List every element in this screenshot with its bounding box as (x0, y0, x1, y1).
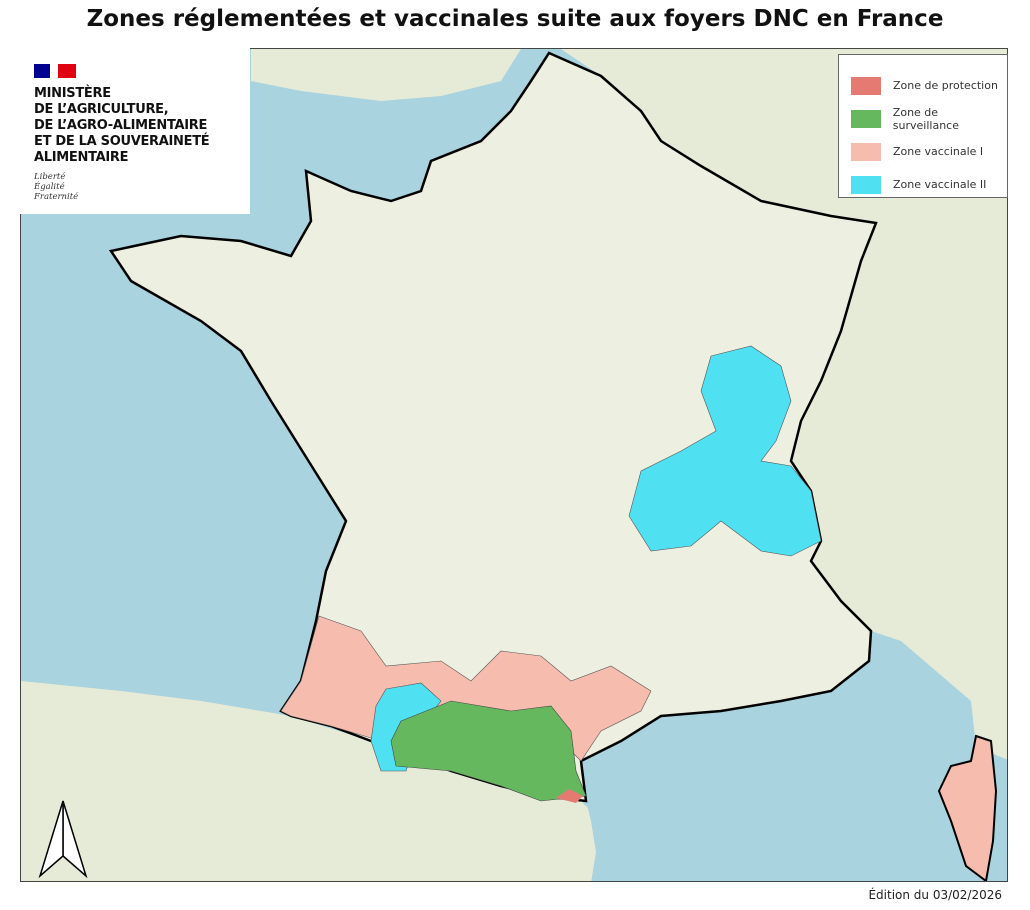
motto-line: Liberté (34, 172, 66, 182)
french-flag-icon (34, 64, 76, 78)
motto-line: Égalité (34, 182, 65, 192)
motto-line: Fraternité (34, 192, 79, 202)
edition-date: Édition du 03/02/2026 (868, 888, 1002, 902)
north-arrow-icon (38, 800, 88, 879)
ministry-line: DE L’AGRICULTURE, (34, 102, 169, 117)
motto: Liberté Égalité Fraternité (34, 172, 250, 202)
zone-protection[interactable] (556, 789, 583, 803)
legend-swatch (851, 142, 881, 161)
legend-swatch (851, 175, 881, 194)
neighbor-land-east (561, 49, 1007, 881)
mediterranean (581, 666, 1007, 881)
legend-item-surveillance: Zone de surveillance (851, 102, 1007, 135)
map-canvas[interactable] (20, 48, 1008, 882)
legend-item-protection: Zone de protection (851, 69, 1007, 102)
ministry-line: ET DE LA SOUVERAINETÉ (34, 134, 210, 149)
legend-label: Zone vaccinale I (893, 145, 984, 158)
spain-land (21, 681, 601, 881)
corsica-zone-vaccinale-1[interactable] (937, 734, 998, 881)
zone-vaccinale-2-east[interactable] (628, 345, 822, 557)
legend-item-vaccinale-2: Zone vaccinale II (851, 168, 1007, 201)
legend-label: Zone de surveillance (892, 105, 959, 132)
map-legend: Zone de protection Zone de surveillance … (838, 54, 1008, 198)
ministry-line: DE L’AGRO-ALIMENTAIRE (34, 118, 208, 133)
map-svg (21, 49, 1007, 881)
zone-surveillance[interactable] (390, 700, 587, 802)
uk-land (251, 49, 521, 101)
legend-swatch (851, 76, 881, 95)
ministry-name: MINISTÈRE DE L’AGRICULTURE, DE L’AGRO-AL… (34, 86, 250, 166)
legend-label: Zone vaccinale II (893, 178, 987, 191)
ministry-line: ALIMENTAIRE (34, 150, 129, 165)
map-title: Zones réglementées et vaccinales suite a… (86, 6, 944, 32)
legend-item-vaccinale-1: Zone vaccinale I (851, 135, 1007, 168)
ministry-logo: MINISTÈRE DE L’AGRICULTURE, DE L’AGRO-AL… (20, 48, 250, 214)
ministry-line: MINISTÈRE (34, 86, 111, 101)
legend-swatch (851, 109, 881, 128)
legend-label: Zone de protection (893, 79, 998, 92)
